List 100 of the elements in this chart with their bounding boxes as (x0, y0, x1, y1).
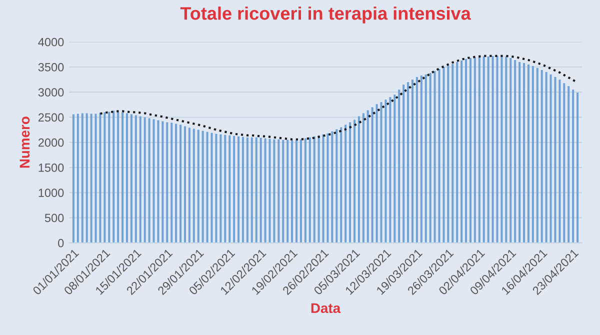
bar (366, 110, 369, 243)
bar (148, 118, 150, 243)
y-tick-label: 3500 (38, 63, 64, 72)
bar (456, 62, 458, 243)
bar (398, 90, 400, 243)
bar (465, 58, 468, 243)
y-tick-label: 1000 (38, 188, 64, 198)
bar (572, 90, 574, 243)
bar (260, 138, 262, 243)
bar (411, 80, 414, 243)
bar (242, 136, 244, 243)
bar (492, 56, 494, 243)
bar (162, 121, 164, 243)
bar (532, 66, 534, 243)
bar (228, 135, 231, 243)
bar (188, 128, 190, 243)
bar (192, 128, 195, 243)
bar (202, 130, 204, 243)
bar (505, 56, 508, 243)
bar (264, 138, 266, 243)
bar (394, 94, 396, 243)
bar (300, 139, 302, 243)
bar (308, 137, 311, 243)
bar (157, 120, 160, 243)
bar (362, 113, 364, 243)
bar (496, 56, 498, 243)
bar (416, 77, 418, 243)
bar (246, 137, 248, 243)
bar (336, 129, 338, 243)
y-axis-title: Numero (20, 116, 30, 168)
bar (331, 131, 334, 243)
bar (273, 139, 276, 243)
bar (126, 113, 128, 243)
bar (371, 107, 374, 243)
y-tick-label: 4000 (38, 38, 64, 46)
bar (313, 136, 316, 243)
x-axis-title: Data (311, 303, 341, 314)
bar (376, 104, 378, 243)
bar (447, 65, 450, 243)
bar (291, 140, 294, 243)
bar (166, 122, 168, 243)
bar (184, 126, 186, 243)
bar (554, 77, 556, 243)
bar (438, 69, 440, 243)
bar (238, 136, 240, 243)
bar (318, 135, 320, 243)
y-tick-label: 2500 (38, 113, 64, 122)
bar (112, 110, 115, 243)
bar (139, 116, 142, 243)
bar (175, 124, 178, 243)
bar (220, 134, 222, 243)
bar (540, 70, 543, 243)
bar (563, 83, 566, 243)
bar (420, 76, 422, 243)
bar (81, 113, 84, 243)
bar (478, 56, 480, 243)
bar (514, 60, 516, 243)
bar (268, 138, 271, 243)
bar (358, 116, 360, 243)
bar (99, 112, 102, 243)
y-tick-label: 500 (44, 214, 64, 222)
y-tick-label: 2000 (38, 138, 64, 147)
bar (407, 82, 410, 243)
bar (278, 139, 280, 243)
bar (452, 64, 454, 243)
bar (282, 140, 284, 243)
bar (434, 71, 436, 243)
bar (197, 130, 200, 243)
bar (72, 114, 74, 243)
bar (326, 133, 329, 243)
bar (518, 62, 521, 243)
bar (76, 114, 79, 243)
bar (340, 127, 342, 243)
bar (349, 122, 352, 243)
bar (90, 114, 92, 243)
bar (568, 86, 570, 243)
bar (474, 57, 476, 243)
bar (487, 56, 490, 243)
bar (402, 84, 405, 243)
bar (134, 115, 137, 243)
bar (122, 112, 124, 243)
bar (550, 74, 552, 243)
bar (380, 102, 382, 243)
bar (510, 58, 512, 243)
bar (108, 112, 110, 243)
bar (558, 80, 561, 243)
bar (144, 117, 146, 243)
bar (576, 92, 579, 243)
bar (286, 140, 289, 243)
chart-title: Totale ricoveri in terapia intensiva (180, 6, 471, 24)
bar (429, 73, 432, 243)
bar (460, 60, 463, 243)
bar (255, 137, 258, 243)
bar (322, 134, 324, 243)
bar (523, 62, 526, 243)
bar (210, 132, 213, 243)
bar (250, 137, 253, 243)
bar (86, 113, 88, 243)
bar (482, 56, 485, 243)
bar (104, 112, 106, 243)
